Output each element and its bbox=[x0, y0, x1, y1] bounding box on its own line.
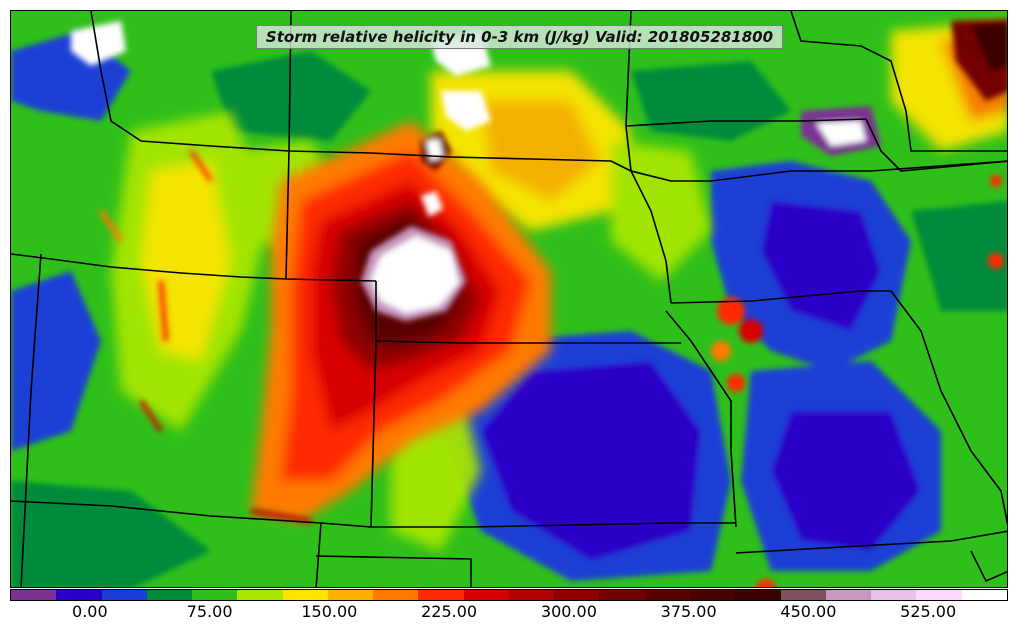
colorbar-segment bbox=[237, 590, 283, 600]
low-helicity-regions bbox=[11, 31, 1007, 587]
colorbar-tick-label: 0.00 bbox=[72, 602, 108, 621]
colorbar-segment bbox=[11, 590, 57, 600]
colorbar-segment bbox=[56, 590, 102, 600]
colorbar-segment bbox=[825, 590, 872, 600]
colorbar-segment bbox=[101, 590, 147, 600]
colorbar-tick-label: 525.00 bbox=[900, 602, 957, 621]
colorbar-segment bbox=[689, 590, 736, 600]
colorbar-segment bbox=[961, 590, 1007, 600]
colorbar-segment bbox=[554, 590, 600, 600]
colorbar-labels: 0.00 75.00 150.00 225.00 300.00 375.00 450.00 5… bbox=[0, 602, 1018, 628]
western-streaks bbox=[98, 149, 312, 524]
colorbar-segment bbox=[916, 590, 962, 600]
colorbar-segment bbox=[735, 590, 781, 600]
colorbar-segment bbox=[644, 590, 690, 600]
colorbar-tick-label: 225.00 bbox=[421, 602, 478, 621]
colorbar-segment bbox=[599, 590, 645, 600]
colorbar-segment bbox=[463, 590, 509, 600]
state-boundaries bbox=[11, 11, 1007, 587]
map-panel: Storm relative helicity in 0-3 km (J/kg)… bbox=[10, 10, 1008, 588]
mid-helicity-regions bbox=[111, 21, 1007, 551]
colorbar-tick-label: 75.00 bbox=[186, 602, 233, 621]
colorbar-segment bbox=[282, 590, 328, 600]
colorbar-segment bbox=[418, 590, 464, 600]
colorbar-tick-label: 150.00 bbox=[301, 602, 358, 621]
colorbar-segment bbox=[327, 590, 374, 600]
colorbar-segment bbox=[192, 590, 238, 600]
colorbar-segment bbox=[373, 590, 419, 600]
colorbar-segment bbox=[871, 590, 917, 600]
colorbar-segment bbox=[780, 590, 826, 600]
extreme-helicity-core bbox=[361, 191, 466, 321]
colorbar bbox=[10, 589, 1008, 601]
colorbar-segment bbox=[146, 590, 193, 600]
colorbar-tick-label: 300.00 bbox=[540, 602, 597, 621]
colorbar-tick-label: 450.00 bbox=[780, 602, 837, 621]
colorbar-segment bbox=[508, 590, 555, 600]
map-title: Storm relative helicity in 0-3 km (J/kg)… bbox=[256, 25, 783, 49]
colorbar-tick-label: 375.00 bbox=[660, 602, 717, 621]
convective-cells bbox=[711, 175, 1004, 587]
helicity-map bbox=[11, 11, 1007, 587]
